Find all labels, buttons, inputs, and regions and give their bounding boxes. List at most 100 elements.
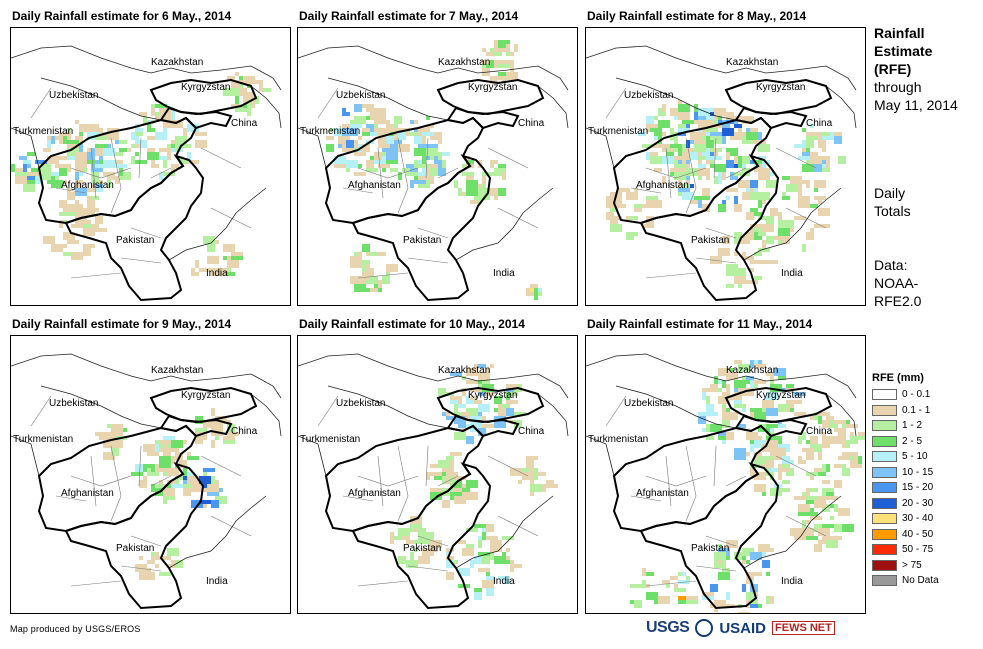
rain-cell <box>506 392 510 400</box>
rain-cell <box>682 156 690 160</box>
rain-cell <box>147 148 155 152</box>
rain-cell <box>430 464 442 468</box>
rain-cell <box>207 420 211 424</box>
rain-cell <box>798 436 802 444</box>
rain-cell <box>530 484 542 492</box>
rain-cell <box>59 168 67 176</box>
rain-cell <box>822 164 826 168</box>
legend-swatch <box>872 451 897 463</box>
rain-cell <box>171 484 183 488</box>
rain-cell <box>422 136 426 144</box>
rain-cell <box>111 136 119 140</box>
rain-cell <box>446 412 450 416</box>
rain-cell <box>227 272 235 276</box>
rain-cell <box>99 128 103 132</box>
rainfall-map: Kazakhstan Kyrgyzstan Uzbekistan Turkmenist… <box>585 335 866 614</box>
legend-item: 2 - 5 <box>872 434 939 450</box>
rain-cell <box>167 116 171 124</box>
rain-cell <box>790 176 802 184</box>
rain-cell <box>502 76 506 84</box>
rain-cell <box>215 496 227 504</box>
rain-cell <box>834 136 842 144</box>
country-label-pakistan: Pakistan <box>691 235 729 246</box>
rain-cell <box>514 412 526 416</box>
rain-cell <box>163 488 175 496</box>
country-border <box>298 127 327 169</box>
rain-cell <box>826 496 834 500</box>
rain-cell <box>139 556 143 560</box>
country-border <box>615 385 737 429</box>
rain-cell <box>714 384 718 392</box>
rain-cell <box>155 164 159 168</box>
rain-cell <box>203 472 207 476</box>
rain-cell <box>714 176 718 184</box>
rain-cell <box>746 432 758 440</box>
rain-cell <box>746 452 750 456</box>
rain-cell <box>838 508 850 516</box>
rain-cell <box>482 64 486 68</box>
rain-cell <box>834 524 842 532</box>
rain-cell <box>426 148 438 156</box>
rain-cell <box>646 152 650 156</box>
rain-cell <box>195 428 207 432</box>
rain-cell <box>750 128 758 132</box>
rain-cell <box>766 372 774 376</box>
rain-cell <box>710 424 722 432</box>
rain-cell <box>754 440 766 448</box>
rain-cell <box>626 188 630 196</box>
region-outline <box>159 106 233 130</box>
rain-cell <box>718 572 730 580</box>
rain-cell <box>858 456 862 464</box>
rain-cell <box>139 132 143 136</box>
rain-cell <box>546 480 554 484</box>
rain-cell <box>638 132 646 136</box>
rain-cell <box>702 128 706 136</box>
rain-cell <box>758 192 770 200</box>
rain-cell <box>642 568 646 576</box>
rain-cell <box>135 160 147 164</box>
rain-cell <box>694 144 706 152</box>
country-border <box>11 127 40 169</box>
rain-cell <box>227 432 239 436</box>
rain-cell <box>362 144 370 152</box>
rain-cell <box>255 96 259 104</box>
rain-cell <box>806 148 810 152</box>
rain-cell <box>722 420 730 428</box>
rain-cell <box>766 440 778 448</box>
rain-cell <box>726 196 730 200</box>
rain-cell <box>654 124 658 128</box>
rain-cell <box>506 44 510 52</box>
rain-cell <box>398 172 402 180</box>
rain-cell <box>702 120 714 128</box>
country-label-kyrgyzstan: Kyrgyzstan <box>181 82 230 93</box>
rain-cell <box>366 252 370 256</box>
legend-label: 50 - 75 <box>902 544 934 556</box>
rain-cell <box>858 436 865 440</box>
rain-cell <box>530 284 538 288</box>
rain-cell <box>470 388 482 392</box>
rain-cell <box>754 252 762 256</box>
rain-cell <box>478 364 486 368</box>
title-line: (RFE) <box>874 61 912 77</box>
rain-cell <box>674 584 678 588</box>
rain-cell <box>730 116 742 120</box>
rain-cell <box>726 372 738 380</box>
rain-cell <box>35 160 47 164</box>
rain-cell <box>738 424 746 428</box>
rain-cell <box>750 604 758 608</box>
rain-cell <box>482 532 486 540</box>
rain-cell <box>366 160 374 168</box>
rain-cell <box>414 148 422 156</box>
rain-cell <box>822 132 830 136</box>
rain-cell <box>95 164 103 168</box>
rain-cell <box>494 396 502 404</box>
rain-cell <box>187 472 195 476</box>
rain-cell <box>486 588 494 596</box>
country-label-turkmenistan: Turkmenistan <box>300 126 360 137</box>
rain-cell <box>754 380 766 384</box>
rain-cell <box>143 444 155 452</box>
rain-cell <box>510 52 514 56</box>
rain-cell <box>758 248 770 252</box>
rain-cell <box>722 392 730 396</box>
rain-cell <box>59 140 63 144</box>
